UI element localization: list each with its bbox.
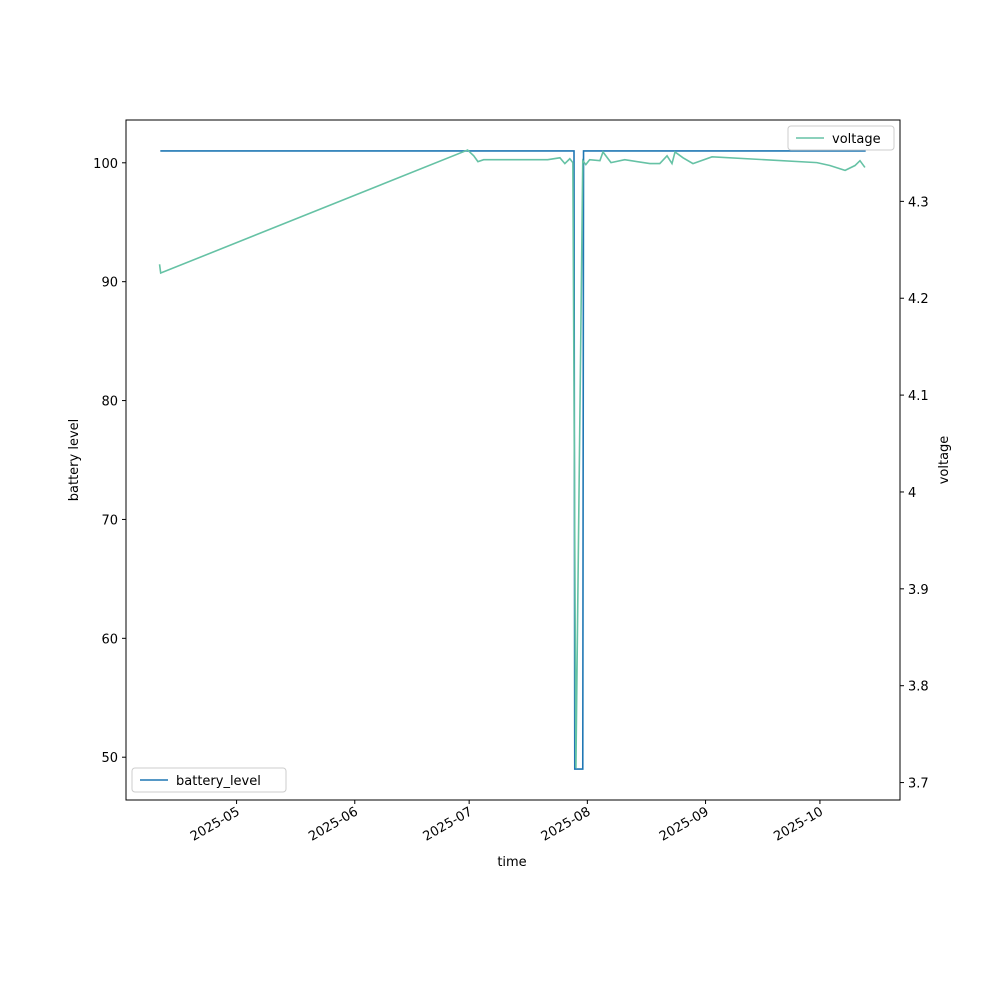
y-axis-label: battery level	[67, 419, 82, 502]
y-tick-label: 100	[93, 157, 118, 172]
y-tick-label: 80	[101, 395, 118, 410]
y-tick-label: 60	[101, 632, 118, 647]
x-tick-label: 2025-08	[539, 804, 594, 844]
legend-label: battery_level	[176, 774, 261, 789]
legend: battery_level	[131, 767, 287, 793]
x-tick-label: 2025-06	[306, 804, 361, 844]
y-tick-label: 90	[101, 276, 118, 291]
series-line	[160, 150, 866, 770]
y2-axis-label: voltage	[937, 436, 952, 485]
legend: voltage	[787, 125, 895, 151]
legend-box	[131, 767, 287, 793]
series-line	[158, 149, 866, 769]
y2-tick-label: 4.2	[908, 292, 929, 307]
y-tick-label: 70	[101, 513, 118, 528]
x-tick-label: 2025-07	[421, 804, 476, 844]
legend-box	[787, 125, 895, 151]
y2-tick-label: 3.8	[908, 680, 929, 695]
x-tick-label: 2025-10	[771, 804, 826, 844]
x-axis-label: time	[497, 855, 526, 870]
y2-tick-label: 3.9	[908, 583, 929, 598]
y-tick-label: 50	[101, 751, 118, 766]
y2-tick-label: 4.1	[908, 389, 929, 404]
x-tick-label: 2025-05	[188, 804, 243, 844]
x-tick-label: 2025-09	[657, 804, 712, 844]
y2-tick-label: 4.3	[908, 195, 929, 210]
legend-label: voltage	[832, 132, 881, 147]
y2-tick-label: 4	[908, 486, 916, 501]
y2-tick-label: 3.7	[908, 777, 929, 792]
plot-frame	[125, 119, 901, 801]
